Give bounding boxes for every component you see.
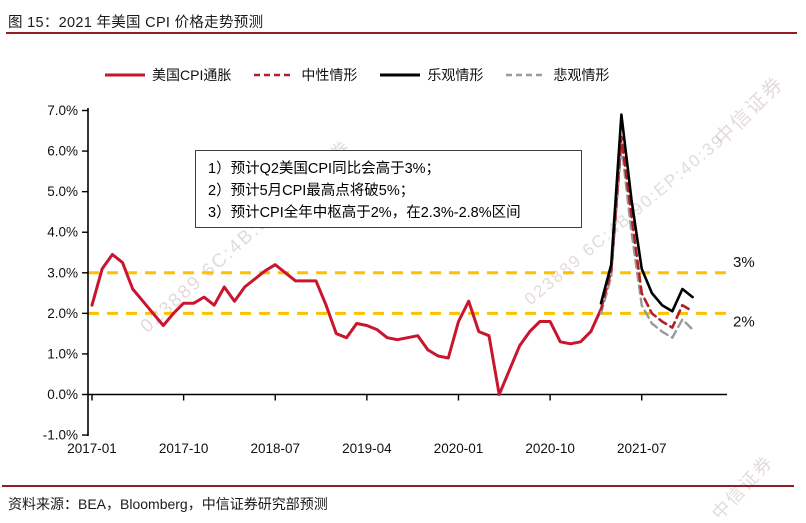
y-tick-label: 3.0%: [47, 265, 78, 280]
forecast-annotation-box: 1）预计Q2美国CPI同比会高于3%； 2）预计5月CPI最高点将破5%； 3）…: [195, 150, 582, 228]
figure-title: 图 15：2021 年美国 CPI 价格走势预测: [8, 15, 264, 31]
legend-item-中性情形: 中性情形: [253, 65, 357, 85]
footer-divider: [2, 485, 794, 487]
legend-item-乐观情形: 乐观情形: [379, 65, 483, 85]
series-line-乐观情形: [599, 113, 694, 313]
legend-item-悲观情形: 悲观情形: [505, 65, 609, 85]
ref-line-label-3%: 3%: [733, 254, 755, 271]
title-divider: [6, 32, 797, 34]
x-tick-label: 2021-07: [617, 441, 667, 456]
y-tick-label: -1.0%: [43, 428, 78, 443]
x-tick-label: 2019-04: [342, 441, 392, 456]
x-tick-label: 2018-07: [250, 441, 300, 456]
annotation-line-1: 1）预计Q2美国CPI同比会高于3%；: [208, 161, 441, 177]
y-tick-label: 2.0%: [47, 306, 78, 321]
legend-swatch-乐观情形: [380, 73, 421, 77]
y-tick-label: 0.0%: [47, 387, 78, 402]
legend-label: 乐观情形: [427, 67, 484, 83]
chart-legend: 美国CPI通胀 中性情形 乐观情形 悲观情形: [104, 62, 704, 88]
x-tick-label: 2017-01: [67, 441, 117, 456]
legend-label: 悲观情形: [553, 67, 610, 83]
y-tick-label: 1.0%: [47, 346, 78, 361]
legend-item-美国CPI通胀: 美国CPI通胀: [104, 65, 231, 85]
y-tick-label: 4.0%: [47, 225, 78, 240]
legend-label: 美国CPI通胀: [152, 67, 232, 83]
legend-swatch-悲观情形: [506, 73, 547, 77]
legend-swatch-中性情形: [254, 73, 295, 77]
legend-label: 中性情形: [301, 67, 358, 83]
legend-swatch-美国CPI通胀: [105, 73, 145, 77]
x-tick-label: 2020-01: [434, 441, 484, 456]
annotation-line-3: 3）预计CPI全年中枢高于2%，在2.3%-2.8%区间: [208, 205, 521, 221]
ref-line-label-2%: 2%: [733, 313, 755, 330]
source-note: 资料来源：BEA，Bloomberg，中信证券研究部预测: [8, 496, 328, 512]
annotation-line-2: 2）预计5月CPI最高点将破5%；: [208, 183, 415, 199]
series-line-美国CPI通胀: [90, 253, 603, 396]
y-tick-label: 7.0%: [47, 103, 78, 118]
x-tick-label: 2020-10: [525, 441, 575, 456]
y-tick-label: 6.0%: [47, 144, 78, 159]
y-tick-label: 5.0%: [47, 184, 78, 199]
x-tick-label: 2017-10: [159, 441, 209, 456]
